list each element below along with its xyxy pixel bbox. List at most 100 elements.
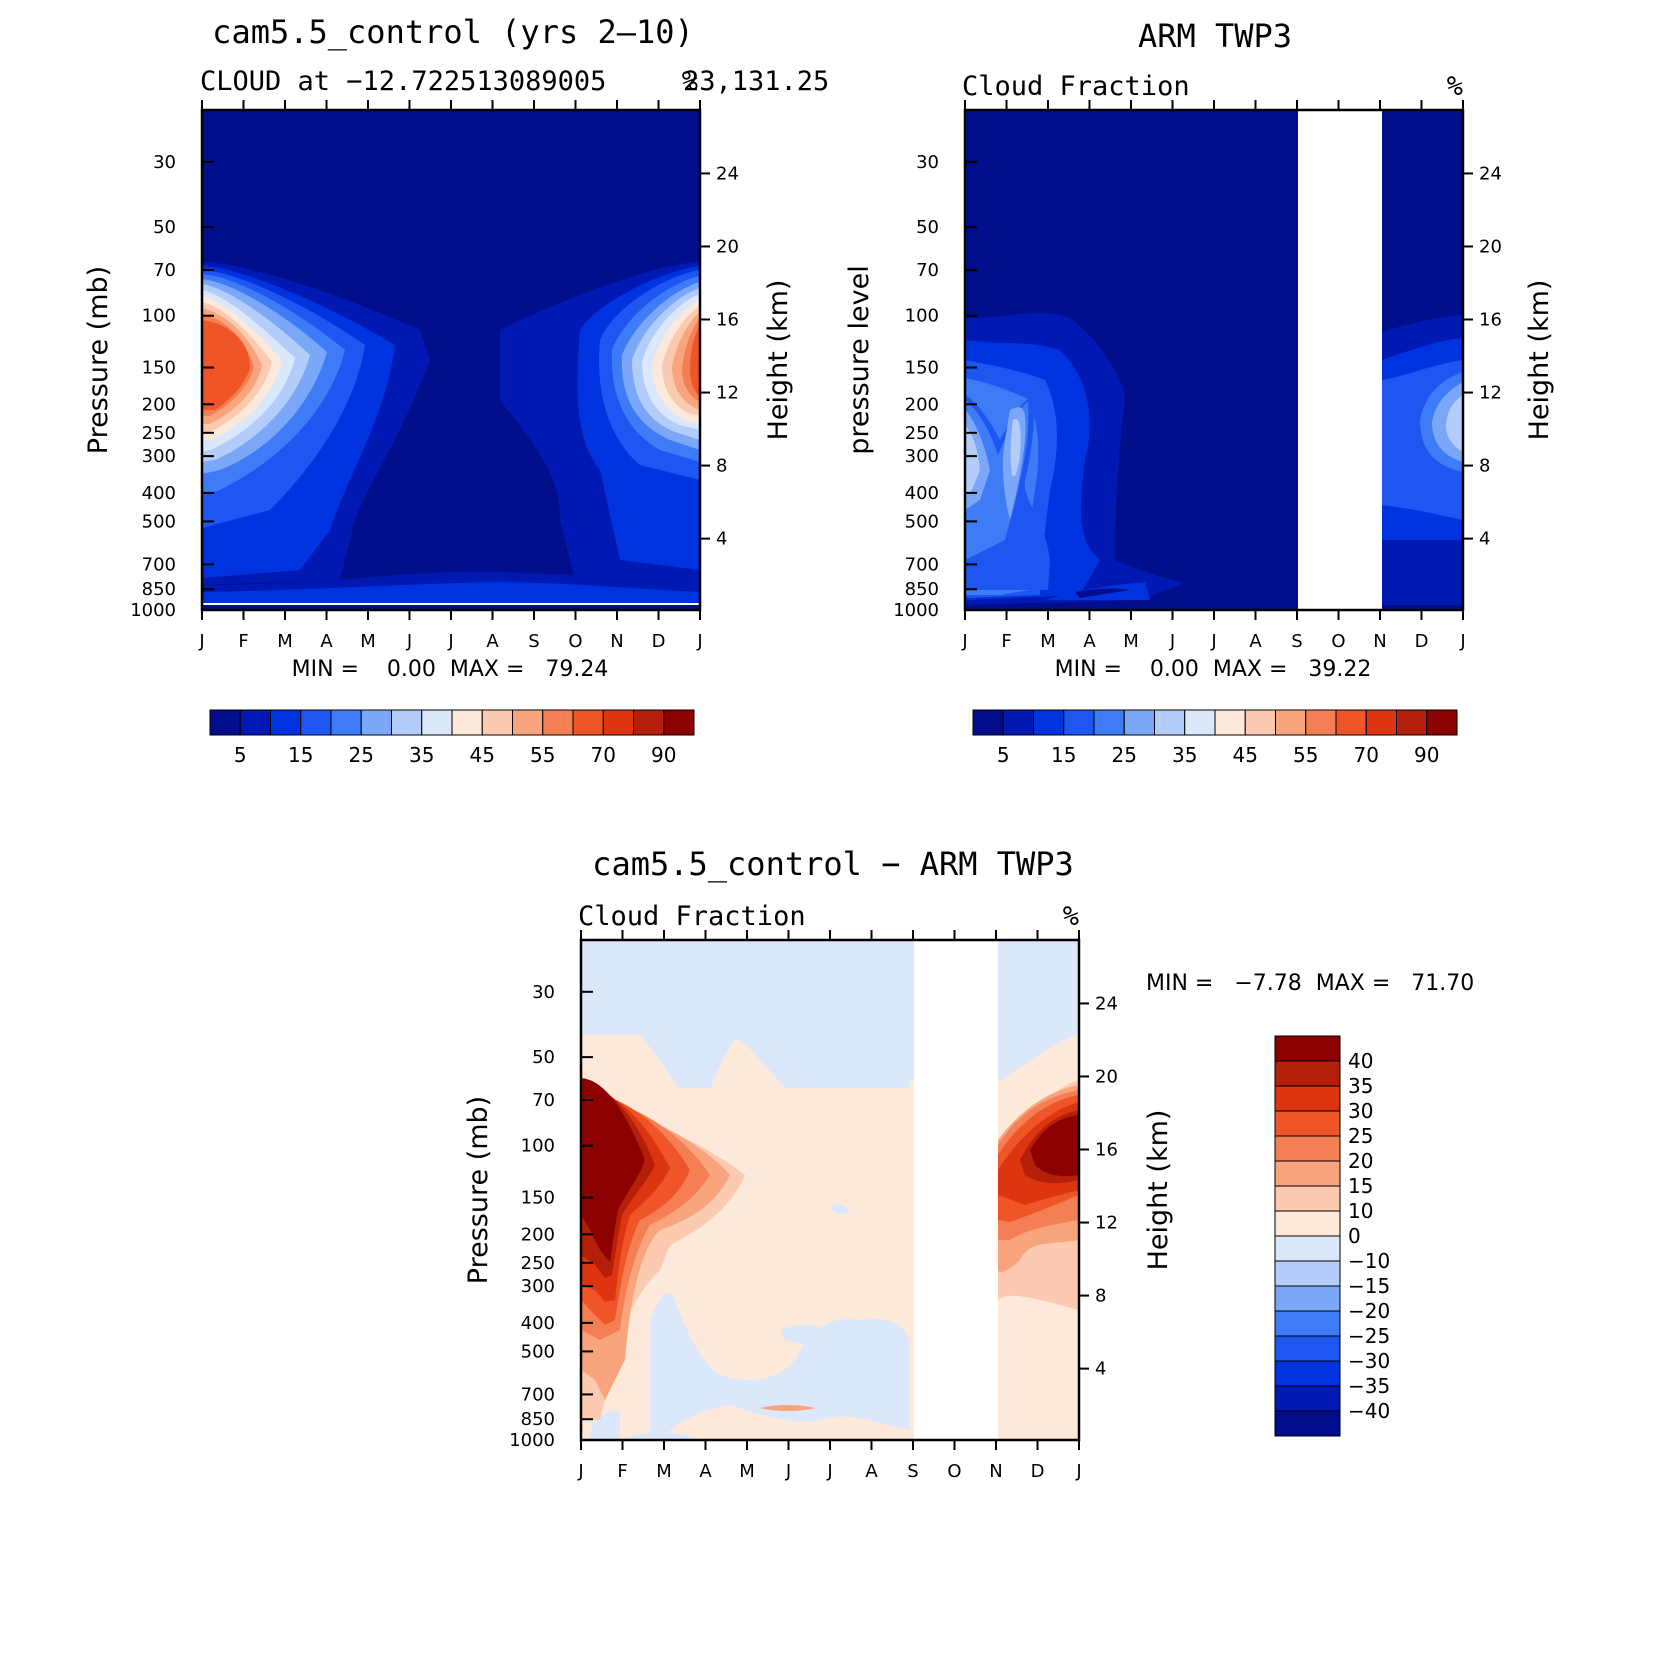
y-right-tick-label: 4 (1095, 1359, 1106, 1380)
colorbar-label: 25 (1112, 743, 1137, 767)
x-tick-label: D (1415, 631, 1429, 652)
x-tick-label: A (699, 1461, 712, 1482)
colorbar-swatch (391, 709, 423, 736)
colorbar-swatch (209, 709, 241, 736)
x-tick-label: A (320, 631, 333, 652)
x-tick-label: S (1291, 631, 1302, 652)
y-tick-label: 200 (905, 394, 939, 415)
y-right-tick-label: 8 (716, 456, 727, 477)
x-tick-label: O (568, 631, 582, 652)
colorbar-swatch (1274, 1360, 1341, 1387)
y-axis-label: pressure level (844, 265, 875, 454)
colorbar-swatch (1033, 709, 1065, 736)
x-tick-label: A (865, 1461, 878, 1482)
y-tick-label: 700 (905, 554, 939, 575)
y-tick-label: 50 (153, 217, 176, 238)
units-label: % (1447, 71, 1463, 102)
x-tick-label: J (785, 1461, 791, 1482)
colorbar-swatch (270, 709, 302, 736)
x-tick-label: O (947, 1461, 961, 1482)
colorbar-swatch (1274, 1060, 1341, 1087)
colorbar-swatch (1274, 1335, 1341, 1362)
y-right-tick-label: 4 (1479, 529, 1490, 550)
x-tick-label: N (1373, 631, 1386, 652)
units-label: % (1063, 901, 1079, 932)
y-tick-label: 30 (532, 982, 555, 1003)
colorbar-label: 25 (1348, 1124, 1373, 1148)
colorbar-swatch (1274, 1110, 1341, 1137)
y-tick-label: 50 (916, 217, 939, 238)
x-tick-label: J (1169, 631, 1175, 652)
x-tick-label: J (1075, 1461, 1081, 1482)
x-tick-label: D (652, 631, 666, 652)
colorbar-label: 15 (288, 743, 313, 767)
colorbar-label: 5 (234, 743, 247, 767)
y-tick-label: 500 (142, 511, 176, 532)
colorbar-label: 90 (651, 743, 676, 767)
colorbar-swatch (1274, 1260, 1341, 1287)
x-tick-label: M (360, 631, 376, 652)
colorbar-swatch (1002, 709, 1034, 736)
min-max-readout: MIN = −7.78 MAX = 71.70 (1146, 971, 1474, 996)
colorbar-swatch (1274, 1135, 1341, 1162)
x-tick-label: J (1459, 631, 1465, 652)
colorbar-label: 0 (1348, 1224, 1361, 1248)
y-axis-label: Pressure (mb) (463, 1096, 494, 1284)
y-tick-label: 100 (521, 1136, 555, 1157)
colorbar-swatch (1123, 709, 1155, 736)
colorbar-swatch (1063, 709, 1095, 736)
x-tick-label: A (1249, 631, 1262, 652)
x-tick-label: N (610, 631, 623, 652)
y-tick-label: 30 (916, 152, 939, 173)
y-tick-label: 1000 (893, 600, 939, 621)
x-tick-label: D (1031, 1461, 1045, 1482)
colorbar-swatch (1274, 1210, 1341, 1237)
x-tick-label: M (277, 631, 293, 652)
colorbar-swatch (1274, 1185, 1341, 1212)
colorbar-swatch (663, 709, 695, 736)
x-tick-label: J (577, 1461, 583, 1482)
x-tick-label: J (198, 631, 204, 652)
colorbar-swatch (972, 709, 1004, 736)
y-right-tick-label: 8 (1479, 456, 1490, 477)
x-tick-label: S (528, 631, 539, 652)
panel-title: cam5.5_control − ARM TWP3 (592, 845, 1074, 883)
colorbar-label: 70 (1354, 743, 1379, 767)
colorbar-label: −10 (1348, 1249, 1390, 1273)
panel-difference: cam5.5_control − ARM TWP3 Cloud Fraction… (463, 845, 1474, 1482)
x-tick-label: N (989, 1461, 1002, 1482)
colorbar-swatch (1244, 709, 1276, 736)
x-tick-label: S (907, 1461, 918, 1482)
colorbar-label: 5 (997, 743, 1010, 767)
colorbar-swatch (360, 709, 392, 736)
x-tick-label: J (1210, 631, 1216, 652)
x-tick-label: J (406, 631, 412, 652)
colorbar-swatch (1275, 709, 1307, 736)
y-tick-label: 200 (142, 394, 176, 415)
colorbar-label: 70 (591, 743, 616, 767)
colorbar-label: 55 (1293, 743, 1318, 767)
contour-fill (202, 262, 700, 605)
y-tick-label: 300 (905, 446, 939, 467)
y-tick-label: 50 (532, 1047, 555, 1068)
missing-data-gap (914, 940, 998, 1440)
y-right-tick-label: 12 (716, 383, 739, 404)
x-tick-label: M (1040, 631, 1056, 652)
y-right-tick-label: 12 (1479, 383, 1502, 404)
colorbar-swatch (512, 709, 544, 736)
colorbar-swatch (572, 709, 604, 736)
colorbar-label: −15 (1348, 1274, 1390, 1298)
y-tick-label: 150 (521, 1188, 555, 1209)
colorbar-label: 45 (470, 743, 495, 767)
y-tick-label: 100 (905, 306, 939, 327)
colorbar-swatch (1274, 1410, 1341, 1437)
y-tick-label: 400 (142, 483, 176, 504)
x-tick-label: J (696, 631, 702, 652)
y-tick-label: 300 (142, 446, 176, 467)
colorbar-swatch (1274, 1310, 1341, 1337)
colorbar-swatch (330, 709, 362, 736)
y-tick-label: 150 (905, 358, 939, 379)
